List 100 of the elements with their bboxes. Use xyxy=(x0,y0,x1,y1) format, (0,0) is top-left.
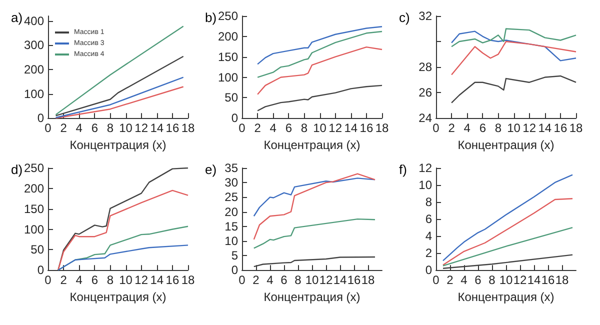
y-tick-label: 0 xyxy=(231,111,238,126)
line-series xyxy=(58,244,189,271)
y-tick-label: 0 xyxy=(425,263,432,278)
chart-title: e) xyxy=(205,162,217,177)
chart-title: b) xyxy=(205,10,217,25)
line-series xyxy=(442,174,574,262)
line-series xyxy=(256,30,383,78)
x-tick-label: 18 xyxy=(569,121,583,136)
line-series xyxy=(450,40,577,76)
x-tick-label: 14 xyxy=(150,121,164,136)
chart-title: f) xyxy=(399,162,407,177)
x-tick-label: 12 xyxy=(513,273,527,288)
x-tick-label: 2 xyxy=(60,121,68,136)
x-axis-title: Концентрация (x) xyxy=(458,138,554,152)
x-tick-label: 10 xyxy=(313,121,327,136)
y-tick-label: 100 xyxy=(24,222,44,236)
chart-title: c) xyxy=(399,10,410,25)
line-series xyxy=(253,256,376,268)
x-tick-label: 14 xyxy=(527,273,541,288)
x-tick-label: 4 xyxy=(266,273,274,288)
x-tick-label: 8 xyxy=(488,273,496,288)
y-tick-label: 100 xyxy=(24,86,44,101)
x-tick-label: 8 xyxy=(494,121,502,136)
y-tick-label: 250 xyxy=(218,9,238,23)
x-tick-label: 6 xyxy=(285,121,292,136)
x-tick-label: 18 xyxy=(375,121,389,136)
x-tick-label: 12 xyxy=(328,121,342,136)
y-tick-label: 8 xyxy=(425,195,432,210)
x-tick-label: 10 xyxy=(507,121,521,136)
x-tick-label: 18 xyxy=(555,273,569,288)
x-tick-label: 16 xyxy=(554,121,568,136)
x-tick-label: 2 xyxy=(60,273,68,288)
x-tick-label: 16 xyxy=(166,121,180,136)
line-series xyxy=(256,84,383,112)
x-tick-label: 8 xyxy=(106,121,114,136)
line-series xyxy=(450,30,577,62)
y-tick-label: 30 xyxy=(224,176,238,190)
chart-title: a) xyxy=(11,10,23,25)
y-tick-label: 0 xyxy=(37,111,44,126)
y-tick-label: 25 xyxy=(224,190,238,204)
y-tick-label: 0 xyxy=(37,263,44,278)
x-tick-label: 6 xyxy=(91,273,98,288)
x-tick-label: 18 xyxy=(181,273,195,288)
x-tick-label: 2 xyxy=(252,273,260,288)
x-tick-label: 10 xyxy=(119,121,133,136)
y-tick-label: 24 xyxy=(418,111,432,126)
x-tick-label: 18 xyxy=(361,273,375,288)
x-tick-label: 4 xyxy=(270,121,277,136)
x-tick-label: 4 xyxy=(464,121,471,136)
line-series xyxy=(450,75,577,104)
x-tick-label: 6 xyxy=(280,273,288,288)
y-tick-label: 0 xyxy=(231,263,238,278)
y-tick-label: 12 xyxy=(418,161,432,175)
x-tick-label: 6 xyxy=(91,121,98,136)
y-tick-label: 200 xyxy=(24,181,44,196)
line-series xyxy=(256,46,383,96)
x-tick-label: 4 xyxy=(76,273,83,288)
y-tick-label: 50 xyxy=(224,90,238,105)
x-tick-label: 14 xyxy=(538,121,552,136)
y-tick-label: 6 xyxy=(425,212,432,226)
x-tick-label: 14 xyxy=(344,121,358,136)
y-tick-label: 10 xyxy=(418,178,432,192)
x-tick-label: 8 xyxy=(294,273,302,288)
x-tick-label: 6 xyxy=(474,273,482,288)
y-tick-label: 20 xyxy=(224,204,238,219)
x-axis-title: Концентрация (x) xyxy=(70,290,166,304)
x-tick-label: 16 xyxy=(166,273,180,288)
x-tick-label: 14 xyxy=(333,273,347,288)
x-tick-label: 8 xyxy=(300,121,308,136)
y-tick-label: 10 xyxy=(224,234,238,248)
y-tick-label: 300 xyxy=(24,38,44,52)
x-axis-title: Концентрация (x) xyxy=(458,290,554,304)
y-tick-label: 200 xyxy=(218,29,238,44)
x-tick-label: 2 xyxy=(448,121,456,136)
line-series xyxy=(58,190,189,271)
x-tick-label: 2 xyxy=(446,273,454,288)
chart-title: d) xyxy=(11,162,23,177)
y-tick-label: 2 xyxy=(425,246,432,260)
y-tick-label: 100 xyxy=(218,70,238,84)
x-tick-label: 10 xyxy=(499,273,513,288)
x-tick-label: 12 xyxy=(522,121,536,136)
y-tick-label: 32 xyxy=(418,9,432,23)
x-tick-label: 10 xyxy=(119,273,133,288)
x-tick-label: 8 xyxy=(106,273,114,288)
line-series xyxy=(442,198,574,266)
line-series xyxy=(253,178,376,217)
y-tick-label: 4 xyxy=(425,229,432,244)
x-tick-label: 16 xyxy=(360,121,374,136)
y-tick-label: 50 xyxy=(30,242,44,257)
x-tick-label: 4 xyxy=(76,121,83,136)
y-tick-label: 26 xyxy=(418,86,432,100)
y-tick-label: 5 xyxy=(231,248,238,263)
y-tick-label: 200 xyxy=(24,62,44,76)
x-tick-label: 2 xyxy=(254,121,262,136)
x-tick-label: 18 xyxy=(181,121,195,136)
x-axis-title: Концентрация (x) xyxy=(70,138,166,152)
line-series xyxy=(256,26,383,65)
line-series xyxy=(253,173,376,240)
y-tick-label: 28 xyxy=(418,60,432,74)
x-tick-label: 4 xyxy=(460,273,468,288)
